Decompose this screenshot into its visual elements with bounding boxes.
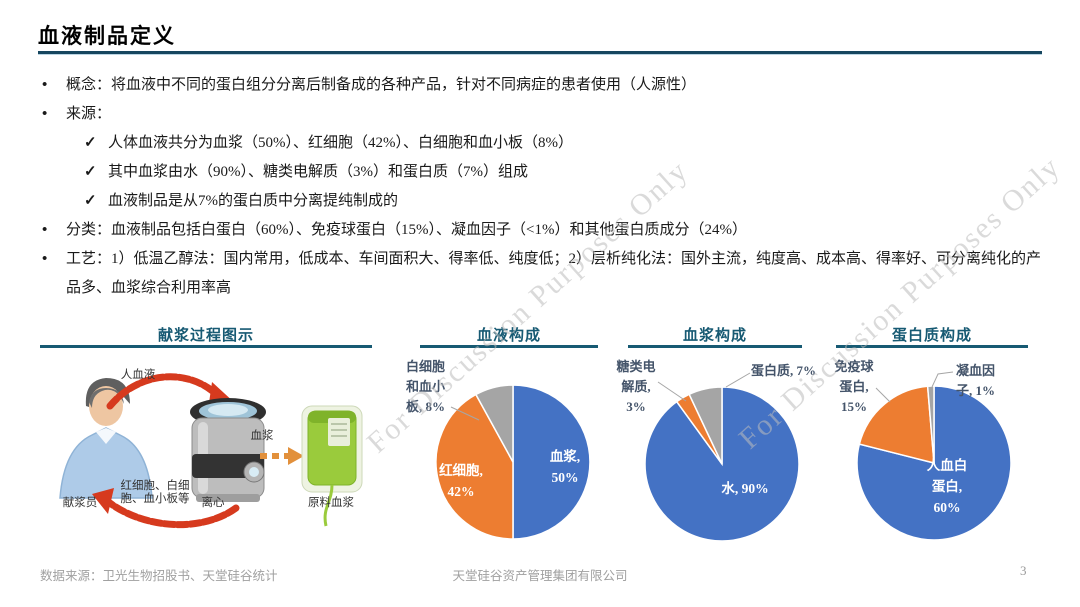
page-number: 3 — [1020, 563, 1027, 578]
blood-bag-icon — [301, 405, 363, 527]
pie-label-clotting-factor-1: 凝血因 子, 1% — [956, 363, 996, 398]
bullet-text: 来源： — [66, 106, 112, 122]
pie-label-water-90: 水, 90% — [721, 481, 769, 496]
bullet-text: 工艺：1）低温乙醇法：国内常用，低成本、车间面积大、得率低、纯度低；2）层析纯化… — [66, 251, 1042, 296]
pie-label-protein-7: 蛋白质, 7% — [751, 363, 817, 378]
panel-underline — [628, 345, 802, 348]
pie-chart-protein-composition — [856, 385, 1012, 541]
check-icon: ✓ — [84, 135, 97, 151]
title-underline — [38, 51, 1042, 55]
panel-title-plasma: 血浆构成 — [682, 328, 747, 344]
panel-title-process: 献浆过程图示 — [157, 328, 254, 344]
pie-label-plasma-50: 血浆, 50% — [549, 449, 581, 485]
panel-title-protein: 蛋白质构成 — [891, 328, 972, 344]
bullet-item-process: • 工艺：1）低温乙醇法：国内常用，低成本、车间面积大、得率低、纯度低；2）层析… — [42, 245, 1044, 303]
bullet-item-concept: • 概念：将血液中不同的蛋白组分分离后制备成的各种产品，针对不同病症的患者使用（… — [42, 71, 1044, 100]
pie-label-rbc-42: 红细胞, 42% — [439, 463, 483, 499]
pie-slice-血浆 — [512, 384, 591, 540]
bullet-marker: • — [42, 222, 48, 238]
check-item-plasma-split: ✓ 其中血浆由水（90%）、糖类电解质（3%）和蛋白质（7%）组成 — [84, 158, 1044, 187]
donor-label: 献浆员 — [62, 497, 98, 509]
page-title: 血液制品定义 — [38, 24, 176, 48]
pie-label-albumin-60: 人血白 蛋白, 60% — [926, 458, 968, 515]
pie-label-electrolytes-3: 糖类电 解质, 3% — [616, 359, 656, 414]
pie-chart-blood-composition — [435, 384, 591, 540]
panel-underline — [420, 345, 598, 348]
centrifuge-icon — [190, 398, 266, 502]
bullet-marker: • — [42, 251, 48, 267]
pie-label-immunoglobulin-15: 免疫球 蛋白, 15% — [834, 359, 874, 414]
panel-title-blood: 血液构成 — [476, 328, 541, 344]
pie-slice-蛋白质 — [688, 386, 723, 465]
bullet-text: 概念：将血液中不同的蛋白组分分离后制备成的各种产品，针对不同病症的患者使用（人源… — [66, 77, 697, 93]
return-flow-arrow-icon — [92, 488, 240, 529]
bullet-item-category: • 分类：血液制品包括白蛋白（60%）、免疫球蛋白（15%）、凝血因子（<1%）… — [42, 216, 1044, 245]
check-item-product-origin: ✓ 血液制品是从7%的蛋白质中分离提纯制成的 — [84, 187, 1044, 216]
pie-chart-plasma-composition — [644, 386, 800, 542]
data-source-note: 数据来源：卫光生物招股书、天堂硅谷统计 — [40, 569, 278, 583]
bullet-list: • 概念：将血液中不同的蛋白组分分离后制备成的各种产品，针对不同病症的患者使用（… — [42, 71, 1044, 303]
bullet-text: 分类：血液制品包括白蛋白（60%）、免疫球蛋白（15%）、凝血因子（<1%）和其… — [66, 222, 747, 238]
arrow-label-plasma: 血浆 — [250, 430, 274, 442]
bullet-text: 其中血浆由水（90%）、糖类电解质（3%）和蛋白质（7%）组成 — [108, 164, 528, 180]
bullet-text: 血液制品是从7%的蛋白质中分离提纯制成的 — [108, 193, 398, 209]
check-icon: ✓ — [84, 193, 97, 209]
bullet-text: 人体血液共分为血浆（50%）、红细胞（42%）、白细胞和血小板（8%） — [108, 135, 573, 151]
bullet-item-source: • 来源： — [42, 100, 1044, 129]
bullet-marker: • — [42, 77, 48, 93]
return-flow-label: 红细胞、白细 胞、血小板等 — [120, 480, 190, 505]
panel-underline — [40, 345, 372, 348]
plasma-donation-diagram — [59, 373, 363, 529]
pie-slice-免疫球蛋白 — [858, 385, 935, 464]
centrifuge-label: 离心 — [201, 497, 225, 509]
check-icon: ✓ — [84, 164, 97, 180]
plasma-flow-arrow-icon — [260, 447, 304, 465]
bag-label: 原料血浆 — [308, 497, 354, 509]
donor-icon — [59, 378, 153, 499]
arrow-label-human-blood: 人血液 — [120, 369, 156, 381]
bullet-marker: • — [42, 106, 48, 122]
pie-slice-白细胞和血小板 — [474, 384, 514, 463]
footer-company: 天堂硅谷资产管理集团有限公司 — [452, 569, 628, 583]
pie-label-wbc-platelets: 白细胞 和血小 板, 8% — [406, 359, 446, 414]
panel-underline — [836, 345, 1028, 348]
check-item-blood-split: ✓ 人体血液共分为血浆（50%）、红细胞（42%）、白细胞和血小板（8%） — [84, 129, 1044, 158]
